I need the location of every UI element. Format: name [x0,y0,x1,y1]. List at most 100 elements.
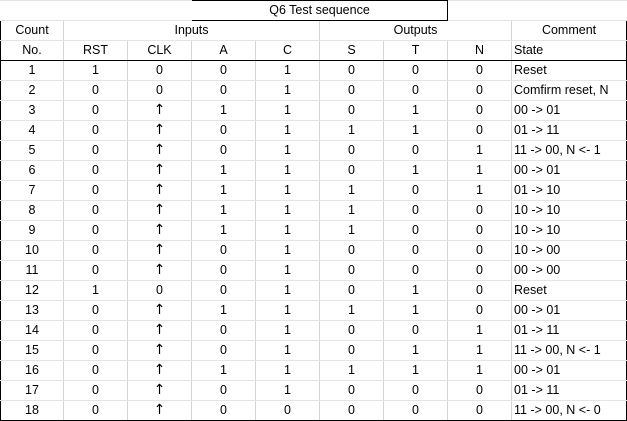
cell-c[interactable]: 1 [255,160,320,181]
cell-s[interactable]: 0 [319,140,384,161]
cell-rst[interactable]: 0 [63,380,128,401]
cell-count[interactable]: 5 [0,140,64,161]
cell-n[interactable]: 1 [447,360,513,381]
cell-c[interactable]: 1 [255,280,320,301]
cell-a[interactable]: 0 [191,320,256,341]
cell-clk[interactable]: ↑ [127,340,192,361]
cell-n[interactable]: 0 [447,120,513,141]
cell-state[interactable]: 10 -> 00 [511,240,627,261]
cell-s[interactable]: 0 [319,80,384,101]
cell-a[interactable]: 1 [191,220,256,241]
cell-count[interactable]: 15 [0,340,64,361]
cell-a[interactable]: 1 [191,160,256,181]
cell-clk[interactable]: ↑ [127,400,192,421]
cell-t[interactable]: 1 [382,160,449,181]
cell-state[interactable]: 01 -> 10 [511,180,627,201]
cell-rst[interactable]: 0 [63,240,128,261]
cell-a[interactable]: 1 [191,180,256,201]
cell-n[interactable]: 0 [447,240,513,261]
cell-t[interactable]: 0 [382,140,449,161]
cell-rst[interactable]: 0 [63,140,128,161]
cell-count[interactable]: 18 [0,400,64,421]
cell-c[interactable]: 1 [255,60,320,81]
cell-empty[interactable] [0,0,64,21]
cell-n[interactable]: 1 [447,160,513,181]
cell-count[interactable]: 3 [0,100,64,121]
cell-count[interactable]: 9 [0,220,64,241]
cell-state[interactable]: 11 -> 00, N <- 1 [511,140,627,161]
cell-s[interactable]: 0 [319,340,384,361]
header-comment[interactable]: Comment [511,20,627,41]
cell-state[interactable]: 00 -> 00 [511,260,627,281]
cell-count[interactable]: 12 [0,280,64,301]
cell-count[interactable]: 1 [0,60,64,81]
cell-c[interactable]: 0 [255,400,320,421]
cell-count[interactable]: 11 [0,260,64,281]
cell-state[interactable]: Reset [511,60,627,81]
cell-state[interactable]: 11 -> 00, N <- 0 [511,400,627,421]
cell-state[interactable]: Comfirm reset, N [511,80,627,101]
cell-n[interactable]: 0 [447,200,513,221]
cell-clk[interactable]: ↑ [127,120,192,141]
cell-clk[interactable]: ↑ [127,200,192,221]
cell-c[interactable]: 1 [255,260,320,281]
cell-a[interactable]: 0 [191,120,256,141]
cell-a[interactable]: 0 [191,140,256,161]
cell-n[interactable]: 0 [447,60,513,81]
cell-count[interactable]: 4 [0,120,64,141]
cell-n[interactable]: 0 [447,400,513,421]
cell-a[interactable]: 0 [191,260,256,281]
cell-clk[interactable]: ↑ [127,100,192,121]
cell-a[interactable]: 0 [191,280,256,301]
cell-state[interactable]: Reset [511,280,627,301]
cell-clk[interactable]: ↑ [127,300,192,321]
cell-count[interactable]: 6 [0,160,64,181]
cell-n[interactable]: 1 [447,140,513,161]
cell-s[interactable]: 1 [319,360,384,381]
cell-count[interactable]: 13 [0,300,64,321]
col-header-c[interactable]: C [255,40,320,61]
col-header-rst[interactable]: RST [63,40,128,61]
cell-count[interactable]: 7 [0,180,64,201]
cell-state[interactable]: 01 -> 11 [511,380,627,401]
cell-rst[interactable]: 0 [63,80,128,101]
cell-n[interactable]: 1 [447,180,513,201]
cell-rst[interactable]: 0 [63,120,128,141]
cell-t[interactable]: 1 [382,360,449,381]
col-header-a[interactable]: A [191,40,256,61]
cell-c[interactable]: 1 [255,220,320,241]
cell-empty[interactable] [63,0,128,21]
cell-rst[interactable]: 0 [63,200,128,221]
cell-clk[interactable]: ↑ [127,220,192,241]
header-inputs[interactable]: Inputs [63,20,320,41]
cell-rst[interactable]: 0 [63,180,128,201]
cell-s[interactable]: 0 [319,280,384,301]
cell-state[interactable]: 10 -> 10 [511,220,627,241]
cell-n[interactable]: 0 [447,380,513,401]
col-header-no[interactable]: No. [0,40,64,61]
cell-clk[interactable]: ↑ [127,260,192,281]
header-outputs[interactable]: Outputs [318,20,513,41]
cell-t[interactable]: 0 [382,320,449,341]
cell-clk[interactable]: ↑ [127,240,192,261]
cell-s[interactable]: 0 [319,260,384,281]
cell-a[interactable]: 0 [191,400,256,421]
cell-s[interactable]: 0 [319,380,384,401]
cell-c[interactable]: 1 [255,200,320,221]
cell-n[interactable]: 1 [447,320,513,341]
table-title[interactable]: Q6 Test sequence [190,0,449,21]
cell-empty[interactable] [511,0,627,21]
cell-clk[interactable]: ↑ [127,160,192,181]
cell-n[interactable]: 1 [447,340,513,361]
cell-state[interactable]: 00 -> 01 [511,160,627,181]
cell-n[interactable]: 0 [447,260,513,281]
cell-state[interactable]: 11 -> 00, N <- 1 [511,340,627,361]
cell-clk[interactable]: 0 [127,80,192,101]
cell-s[interactable]: 0 [319,400,384,421]
cell-count[interactable]: 14 [0,320,64,341]
col-header-clk[interactable]: CLK [127,40,192,61]
col-header-state[interactable]: State [511,40,627,61]
cell-t[interactable]: 0 [382,80,449,101]
cell-clk[interactable]: ↑ [127,360,192,381]
cell-c[interactable]: 1 [255,100,320,121]
